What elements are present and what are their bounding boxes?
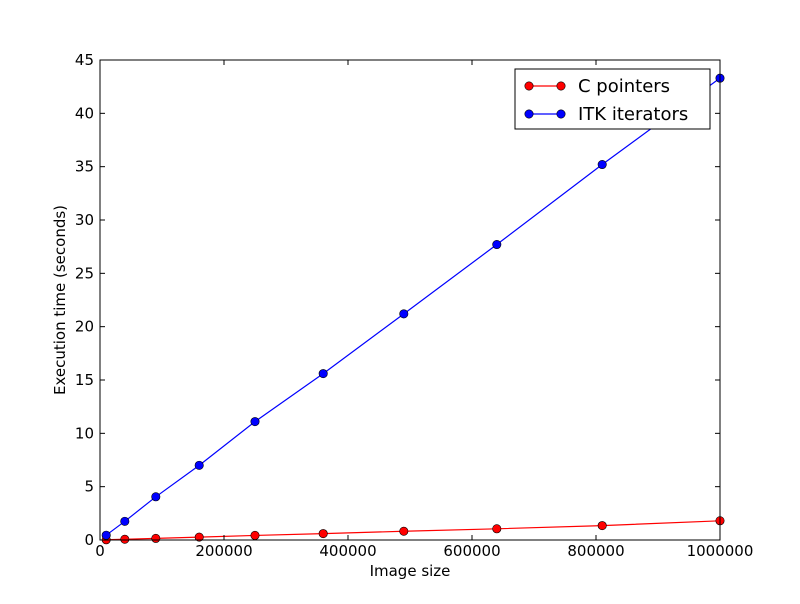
data-point-itk-iterators [250,417,260,427]
y-tick-label: 30 [75,211,94,229]
series-c-pointers [101,516,725,545]
x-tick-label: 200000 [195,542,252,560]
legend-label: ITK iterators [578,104,688,125]
data-point-c-pointers [120,534,130,544]
legend-marker [524,81,534,91]
x-tick-label: 400000 [319,542,376,560]
axes-frame [99,59,721,541]
x-tick-label: 600000 [443,542,500,560]
x-tick-label: 800000 [567,542,624,560]
data-point-itk-iterators [399,309,409,319]
data-point-itk-iterators [597,160,607,170]
y-tick-label: 15 [75,371,94,389]
y-tick-label: 0 [84,531,94,549]
legend-label: C pointers [578,76,670,97]
y-tick-label: 5 [84,478,94,496]
data-point-c-pointers [250,530,260,540]
legend-item: ITK iterators [524,104,688,125]
data-point-itk-iterators [151,492,161,502]
data-point-itk-iterators [492,240,502,250]
x-axis-label: Image size [370,562,451,580]
legend-marker [556,81,566,91]
data-point-c-pointers [194,532,204,542]
data-point-itk-iterators [120,516,130,526]
data-point-c-pointers [151,533,161,543]
data-point-c-pointers [492,524,502,534]
data-point-itk-iterators [318,369,328,379]
legend-item: C pointers [524,76,670,97]
series-layer [101,73,725,545]
x-tick-label: 0 [95,542,105,560]
data-point-c-pointers [318,529,328,539]
legend-marker [524,109,534,119]
data-point-c-pointers [399,526,409,536]
legend: C pointers ITK iterators [514,68,711,130]
data-point-c-pointers [597,521,607,531]
series-line-itk-iterators [105,77,720,536]
y-tick-label: 40 [75,104,94,122]
data-point-itk-iterators [194,460,204,470]
y-tick-label: 35 [75,158,94,176]
y-axis-label: Execution time (seconds) [51,205,69,395]
legend-marker [556,109,566,119]
data-point-itk-iterators [101,530,111,540]
y-tick-label: 20 [75,318,94,336]
y-tick-label: 25 [75,264,94,282]
x-tick-label: 1000000 [687,542,754,560]
y-tick-label: 45 [75,51,94,69]
series-itk-iterators [101,73,725,540]
legend-box [514,68,711,130]
y-tick-label: 10 [75,424,94,442]
series-line-c-pointers [106,520,720,540]
ticks-layer: 0 200000 400000 600000 800000 1000000 0 5 10 15 20… [75,51,754,560]
